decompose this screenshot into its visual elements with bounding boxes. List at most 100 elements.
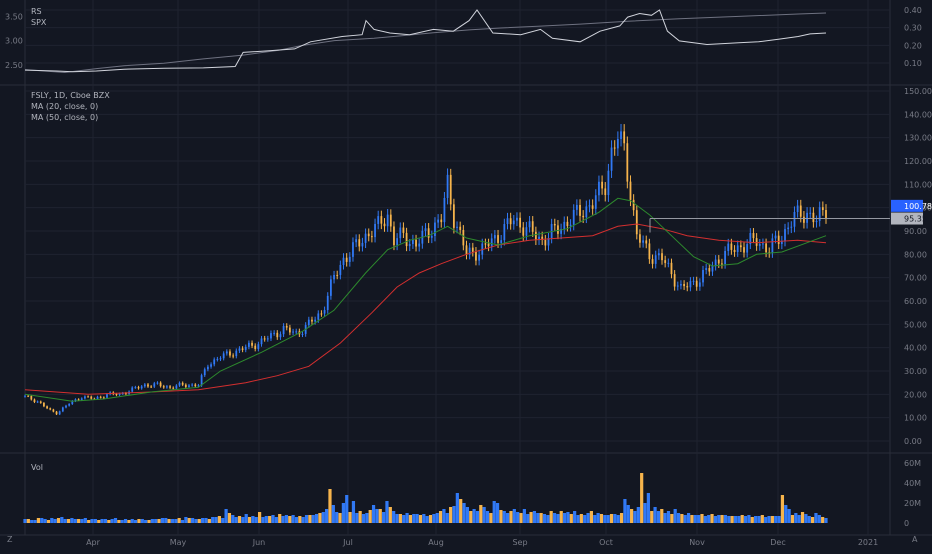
- price-tick-label: 70.00: [904, 274, 927, 283]
- candle-body: [46, 406, 48, 409]
- ref-price-tag: [891, 212, 923, 225]
- rs-label: RS: [31, 7, 42, 16]
- volume-bar: [77, 519, 81, 523]
- volume-bar: [211, 517, 215, 523]
- candle-body: [288, 327, 291, 333]
- candle-body: [664, 260, 667, 263]
- volume-bar: [294, 517, 299, 523]
- rs-series-line: [24, 12, 827, 74]
- volume-bar: [355, 513, 359, 523]
- candle-body: [361, 242, 364, 247]
- volume-bar: [733, 516, 738, 523]
- volume-bar: [318, 513, 322, 523]
- candle-body: [364, 233, 367, 243]
- volume-bar: [100, 519, 104, 523]
- price-tick-label: 110.00: [904, 180, 932, 189]
- volume-bar: [291, 515, 295, 523]
- price-tick-label: 80.00: [904, 250, 927, 259]
- candle-body: [210, 364, 212, 367]
- candle-body: [386, 214, 389, 227]
- rs-right-tick: 0.20: [904, 41, 922, 50]
- candle-body: [336, 274, 339, 276]
- volume-bar: [522, 509, 526, 523]
- volume-bar: [428, 515, 433, 523]
- candle-body: [563, 221, 566, 230]
- volume-bar: [298, 516, 302, 523]
- ma50-label[interactable]: MA (50, close, 0): [31, 113, 99, 122]
- volume-bar: [747, 515, 751, 523]
- volume-bar: [703, 516, 707, 523]
- volume-bar: [656, 511, 661, 523]
- auto-scale-icon[interactable]: A: [912, 535, 918, 544]
- volume-bar: [697, 515, 701, 523]
- volume-bar: [405, 513, 409, 523]
- candle-body: [746, 244, 749, 253]
- candle-body: [430, 235, 433, 238]
- candle-body: [87, 396, 89, 398]
- candle-body: [125, 393, 127, 395]
- candle-body: [232, 355, 235, 357]
- candle-body: [235, 350, 238, 357]
- candle-body: [285, 325, 288, 328]
- volume-bar: [754, 516, 758, 523]
- volume-bar: [613, 514, 617, 523]
- candle-body: [77, 399, 80, 401]
- volume-bar: [569, 514, 573, 523]
- volume-bar: [50, 518, 54, 523]
- volume-bar: [562, 513, 567, 523]
- volume-bar: [794, 513, 798, 523]
- candle-body: [598, 181, 600, 196]
- candle-body: [803, 216, 805, 223]
- candle-body: [721, 263, 723, 265]
- candle-body: [790, 226, 793, 228]
- volume-bar: [599, 514, 604, 523]
- candle-body: [389, 214, 392, 227]
- x-tick-label: Sep: [512, 538, 527, 547]
- ma20-label[interactable]: MA (20, close, 0): [31, 102, 99, 111]
- volume-bar: [231, 515, 235, 523]
- volume-bar: [241, 517, 245, 523]
- volume-bar: [23, 519, 27, 523]
- candle-body: [84, 396, 86, 399]
- volume-bar: [475, 511, 480, 523]
- volume-bar: [321, 512, 325, 523]
- volume-bar: [710, 514, 714, 523]
- volume-bar: [46, 520, 51, 523]
- candle-body: [118, 393, 121, 395]
- zoom-icon[interactable]: Z: [7, 535, 13, 544]
- volume-bar: [552, 513, 557, 523]
- volume-bar: [536, 513, 540, 523]
- volume-bar: [616, 515, 620, 523]
- volume-bar: [187, 518, 191, 523]
- candle-body: [468, 247, 471, 255]
- rs-right-tick: 0.40: [904, 6, 922, 15]
- volume-bar: [351, 501, 356, 523]
- volume-bar: [455, 493, 459, 523]
- volume-bar: [60, 517, 64, 523]
- volume-bar: [730, 516, 734, 523]
- candle-body: [411, 239, 414, 244]
- candle-body: [222, 353, 225, 359]
- volume-bar: [120, 520, 124, 523]
- volume-bar: [137, 519, 141, 523]
- volume-bar: [170, 519, 175, 523]
- volume-tick-label: 0: [904, 519, 909, 528]
- volume-label: Vol: [31, 463, 43, 472]
- candle-body: [493, 235, 496, 239]
- candle-body: [620, 131, 622, 139]
- volume-bar: [140, 519, 144, 523]
- volume-bar: [516, 512, 520, 523]
- candle-body: [279, 334, 282, 338]
- volume-bar: [63, 519, 67, 523]
- candle-body: [528, 221, 531, 228]
- candle-body: [311, 319, 313, 322]
- symbol-label[interactable]: FSLY, 1D, Cboe BZX: [31, 91, 110, 100]
- price-tick-label: 40.00: [904, 344, 927, 353]
- volume-bar: [154, 519, 158, 523]
- candle-body: [194, 384, 197, 387]
- candle-body: [689, 281, 692, 288]
- volume-bar: [750, 517, 754, 523]
- volume-bar: [361, 514, 366, 523]
